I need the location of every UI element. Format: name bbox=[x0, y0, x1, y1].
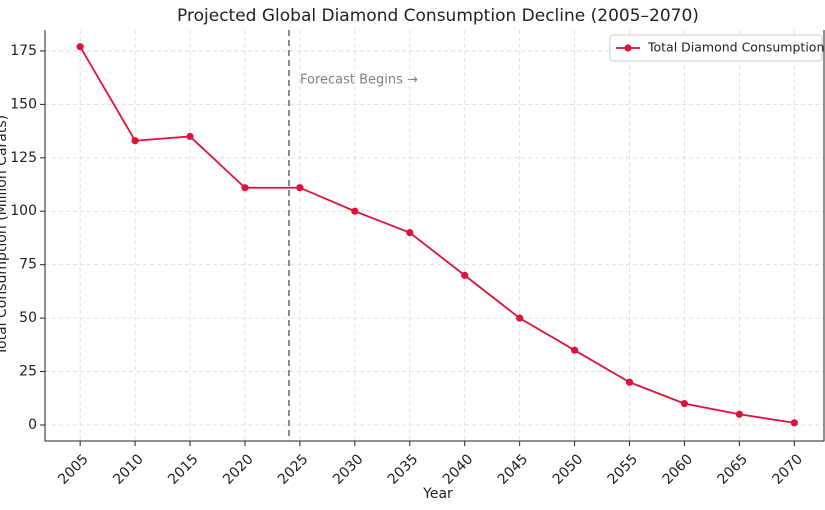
chart-title: Projected Global Diamond Consumption Dec… bbox=[177, 6, 699, 26]
legend-box bbox=[609, 34, 823, 62]
y-tick-label: 150 bbox=[10, 96, 37, 112]
axes bbox=[44, 30, 825, 442]
x-tick-label: 2030 bbox=[330, 451, 367, 488]
x-tick-label: 2010 bbox=[110, 451, 147, 488]
point bbox=[406, 229, 414, 237]
y-tick-label: 75 bbox=[19, 257, 37, 273]
point bbox=[351, 207, 359, 215]
x-tick-label: 2065 bbox=[715, 451, 752, 488]
x-tick-label: 2070 bbox=[769, 451, 806, 488]
x-tick-label: 2020 bbox=[220, 451, 257, 488]
point bbox=[790, 419, 798, 427]
x-tick-label: 2055 bbox=[605, 451, 642, 488]
x-tick-label: 2045 bbox=[495, 451, 532, 488]
x-tick-label: 2040 bbox=[440, 451, 477, 488]
x-tick-label: 2035 bbox=[385, 451, 422, 488]
point bbox=[76, 43, 84, 51]
point bbox=[516, 314, 524, 322]
point bbox=[735, 410, 743, 418]
y-tick-label: 25 bbox=[19, 364, 37, 380]
y-axis-label: Total Consumption (Million Carats) bbox=[0, 115, 10, 356]
legend-marker bbox=[624, 44, 632, 52]
point bbox=[186, 132, 194, 141]
y-tick-label: 125 bbox=[10, 150, 37, 166]
point bbox=[131, 137, 139, 145]
annotation: Forecast Begins → bbox=[300, 73, 418, 88]
point bbox=[241, 184, 249, 192]
point bbox=[625, 378, 634, 386]
point bbox=[296, 184, 304, 192]
point bbox=[461, 271, 469, 279]
y-tick-label: 175 bbox=[10, 43, 37, 59]
y-tick-label: 50 bbox=[19, 310, 37, 326]
y-tick-label: 0 bbox=[28, 417, 37, 433]
x-axis-label: Year bbox=[422, 486, 453, 502]
x-tick-label: 2005 bbox=[55, 451, 92, 488]
y-tick-label: 100 bbox=[10, 203, 37, 219]
legend-label: Total Diamond Consumption bbox=[647, 40, 824, 55]
x-tick-label: 2025 bbox=[275, 451, 312, 488]
x-tick-label: 2050 bbox=[550, 451, 587, 488]
x-tick-label: 2015 bbox=[165, 451, 202, 488]
x-tick-label: 2060 bbox=[660, 451, 697, 488]
point bbox=[570, 346, 579, 354]
point bbox=[680, 399, 689, 408]
line bbox=[79, 46, 795, 424]
